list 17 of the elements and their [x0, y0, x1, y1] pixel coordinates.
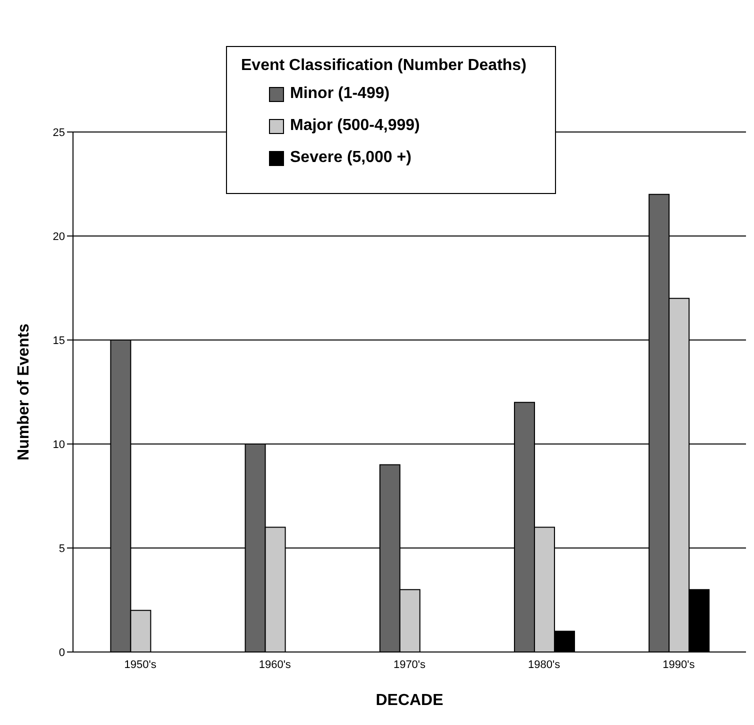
x-tick-label: 1950's	[124, 658, 157, 671]
x-axis-title: DECADE	[376, 692, 444, 709]
y-tick-label: 5	[58, 542, 65, 555]
y-axis-title: Number of Events	[16, 323, 33, 460]
x-tick-label: 1990's	[662, 658, 696, 671]
y-tick-label: 15	[52, 334, 65, 347]
y-tick-label: 25	[52, 126, 65, 139]
y-tick-label: 10	[52, 438, 65, 451]
x-tick-label: 1970's	[393, 658, 426, 671]
y-tick-label: 0	[58, 646, 65, 659]
legend-label: Major (500-4,999)	[290, 117, 420, 135]
legend-label: Severe (5,000 +)	[290, 149, 412, 167]
legend-label: Minor (1-499)	[290, 85, 390, 103]
x-tick-label: 1980's	[528, 658, 561, 671]
y-tick-label: 20	[52, 230, 65, 243]
legend-title: Event Classification (Number Deaths)	[241, 57, 528, 75]
x-tick-label: 1960's	[258, 658, 292, 671]
